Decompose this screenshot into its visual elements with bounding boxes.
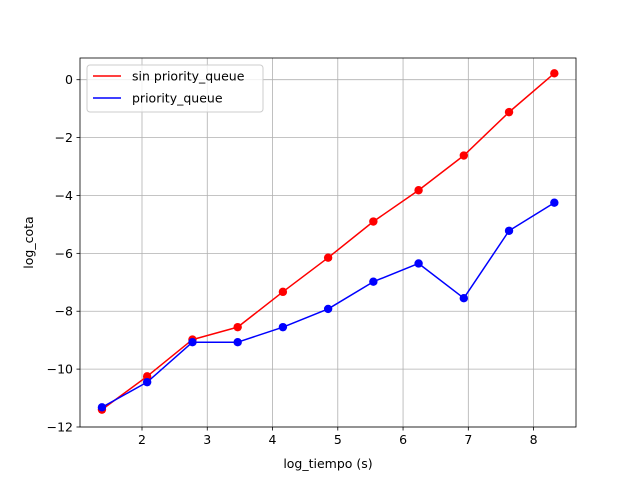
data-point-sin-priority-queue — [369, 217, 378, 226]
x-tick-label: 4 — [269, 432, 277, 447]
y-tick-label: 0 — [65, 72, 73, 87]
data-point-sin-priority-queue — [459, 151, 469, 160]
data-point-sin-priority-queue — [323, 253, 333, 262]
data-point-priority-queue — [142, 377, 152, 387]
data-point-priority-queue — [233, 338, 242, 347]
axis-ticks: 2 3 4 5 6 7 8 −12 −10 −8 −6 −4 −2 0 — [47, 72, 538, 447]
x-tick-label: 8 — [530, 432, 538, 447]
x-tick-label: 5 — [334, 432, 342, 447]
data-point-priority-queue — [323, 304, 333, 314]
series-layer — [97, 69, 559, 414]
data-point-priority-queue — [504, 226, 514, 235]
y-tick-label: −10 — [47, 362, 73, 377]
y-tick-label: −8 — [55, 304, 73, 319]
data-point-priority-queue — [97, 403, 107, 412]
y-tick-label: −6 — [55, 246, 73, 261]
y-tick-label: −12 — [47, 420, 73, 435]
plot-frame — [79, 57, 577, 428]
data-point-sin-priority-queue — [414, 186, 423, 195]
data-point-sin-priority-queue — [142, 372, 152, 381]
data-point-sin-priority-queue — [550, 69, 559, 78]
x-tick-label: 6 — [399, 432, 407, 447]
data-point-priority-queue — [550, 198, 559, 207]
x-axis-label: log_tiempo (s) — [283, 456, 372, 471]
legend-box — [86, 64, 264, 113]
data-point-sin-priority-queue — [278, 287, 288, 297]
data-point-sin-priority-queue — [233, 322, 242, 332]
legend-label-sin-priority-queue: sin priority_queue — [132, 69, 245, 84]
data-point-priority-queue — [278, 322, 288, 332]
x-tick-label: 2 — [138, 432, 146, 447]
data-point-priority-queue — [459, 294, 469, 303]
y-tick-label: −4 — [55, 188, 73, 203]
x-tick-label: 7 — [464, 432, 472, 447]
data-point-sin-priority-queue — [504, 107, 514, 117]
data-point-priority-queue — [414, 259, 423, 268]
legend-label-priority-queue: priority_queue — [132, 91, 223, 106]
data-point-priority-queue — [369, 277, 378, 286]
y-axis-label: log_cota — [21, 216, 36, 268]
x-tick-label: 3 — [203, 432, 211, 447]
data-point-priority-queue — [188, 338, 197, 347]
legend: sin priority_queue priority_queue — [86, 64, 264, 113]
y-tick-label: −2 — [55, 130, 73, 145]
